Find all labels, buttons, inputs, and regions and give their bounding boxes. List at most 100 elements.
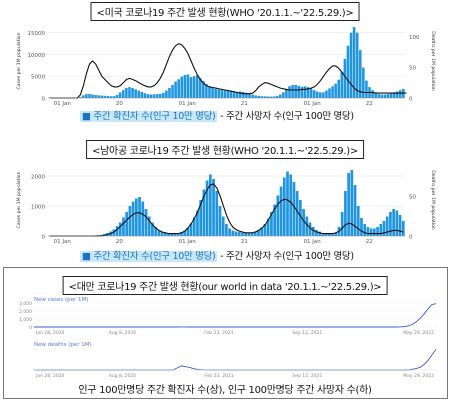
case-bar bbox=[350, 170, 354, 236]
case-bar bbox=[223, 90, 227, 98]
case-bar bbox=[352, 27, 356, 98]
case-bar bbox=[106, 96, 110, 98]
case-bar bbox=[250, 232, 254, 236]
case-bar bbox=[355, 32, 359, 98]
case-bar bbox=[263, 224, 267, 236]
case-bar bbox=[369, 228, 373, 236]
x-tick-cases: Sep 12, 2021 bbox=[292, 330, 322, 336]
x-tick-deaths: Sep 12, 2021 bbox=[292, 373, 322, 379]
case-bar bbox=[315, 230, 318, 236]
case-bar bbox=[337, 79, 341, 98]
case-bar bbox=[147, 216, 151, 236]
case-bar bbox=[228, 228, 231, 236]
case-bar bbox=[140, 91, 144, 98]
case-bar bbox=[155, 94, 159, 98]
deaths-chart-label: New deaths (per 1M) bbox=[34, 342, 92, 348]
y-tick-left: 1000 bbox=[31, 205, 45, 211]
case-bar bbox=[170, 233, 174, 236]
case-bar bbox=[143, 93, 147, 98]
case-bar bbox=[334, 83, 337, 98]
case-bar bbox=[253, 231, 257, 236]
case-bar bbox=[125, 212, 129, 236]
case-bar bbox=[199, 200, 203, 236]
case-bar bbox=[398, 90, 402, 98]
case-bar bbox=[356, 206, 360, 236]
case-bar bbox=[257, 230, 260, 236]
case-bar bbox=[305, 216, 309, 236]
x-tick: 01 Jan bbox=[304, 239, 322, 245]
case-bar bbox=[82, 95, 85, 98]
case-bar bbox=[353, 185, 357, 236]
case-bar bbox=[118, 92, 122, 98]
case-bar bbox=[303, 86, 307, 98]
case-bar bbox=[331, 233, 334, 236]
case-bar bbox=[154, 227, 158, 236]
case-bar bbox=[401, 221, 405, 236]
case-bar bbox=[321, 233, 325, 236]
case-bar bbox=[137, 90, 140, 98]
case-bar bbox=[344, 191, 347, 236]
case-bar bbox=[122, 90, 125, 98]
case-bar bbox=[118, 222, 122, 236]
case-bar bbox=[386, 94, 390, 98]
case-bar bbox=[234, 231, 238, 236]
case-bar bbox=[389, 212, 392, 236]
case-bar bbox=[202, 189, 206, 236]
case-bar bbox=[186, 74, 190, 98]
y-tick-left: 10000 bbox=[28, 53, 46, 59]
case-bar bbox=[382, 221, 386, 236]
case-bar bbox=[237, 232, 241, 236]
x-tick-deaths: May 29, 2022 bbox=[403, 373, 434, 379]
case-bar bbox=[343, 58, 347, 98]
usa-chart: 0 5000 10000 15000 0 50 100 01 Jan 20 01 Jan 21 01 … bbox=[16, 27, 436, 106]
case-bar bbox=[225, 224, 228, 236]
case-bar bbox=[171, 84, 174, 98]
x-tick: 22 bbox=[366, 239, 373, 245]
case-bar bbox=[318, 92, 322, 98]
case-bar bbox=[215, 191, 219, 236]
case-bar bbox=[334, 233, 338, 236]
case-bar bbox=[176, 233, 180, 236]
deaths-line bbox=[49, 43, 407, 99]
case-bar bbox=[245, 92, 248, 98]
y-tick-left: 0 bbox=[42, 97, 46, 103]
sa-title: <남아공 코로나19 주간 발생 현황(WHO '20.1.1.~'22.5.2… bbox=[86, 140, 364, 159]
case-bar bbox=[242, 91, 245, 98]
case-bar bbox=[278, 94, 282, 98]
case-bar bbox=[220, 90, 224, 98]
x-tick: 20 bbox=[116, 239, 123, 245]
case-bar bbox=[189, 223, 193, 236]
case-bar bbox=[202, 81, 205, 98]
case-bar bbox=[325, 90, 328, 98]
case-bar bbox=[232, 91, 236, 98]
x-tick: 01 Jan bbox=[179, 101, 197, 106]
case-bar bbox=[376, 227, 379, 236]
case-bar bbox=[270, 212, 273, 236]
case-bar bbox=[128, 206, 132, 236]
case-bar bbox=[251, 94, 254, 98]
y-tick-left: 2000 bbox=[31, 175, 45, 181]
case-bar bbox=[131, 87, 134, 98]
case-bar bbox=[324, 233, 328, 236]
y-tick-left: 15000 bbox=[28, 31, 46, 37]
case-bar bbox=[99, 234, 103, 236]
case-bar bbox=[205, 84, 208, 98]
case-bar bbox=[358, 50, 362, 98]
y-tick: 1,000 bbox=[19, 317, 32, 323]
y-tick-right: 100 bbox=[409, 35, 420, 41]
y-axis-label-left: Cases per 1M population bbox=[16, 32, 22, 89]
case-bar bbox=[282, 177, 286, 236]
case-bar bbox=[286, 171, 289, 236]
case-bar bbox=[260, 227, 264, 236]
case-bar bbox=[328, 88, 331, 98]
x-tick: 01 Jan bbox=[304, 101, 322, 106]
case-bar bbox=[308, 222, 312, 236]
x-tick: 01 Jan bbox=[54, 101, 72, 106]
x-tick-deaths: Aug 8, 2020 bbox=[109, 373, 137, 379]
case-bar bbox=[183, 74, 187, 98]
case-bar bbox=[288, 86, 291, 98]
case-bar bbox=[125, 87, 128, 98]
case-bar bbox=[212, 179, 215, 236]
y-tick-right: 0 bbox=[409, 97, 413, 103]
case-bar bbox=[214, 88, 217, 98]
